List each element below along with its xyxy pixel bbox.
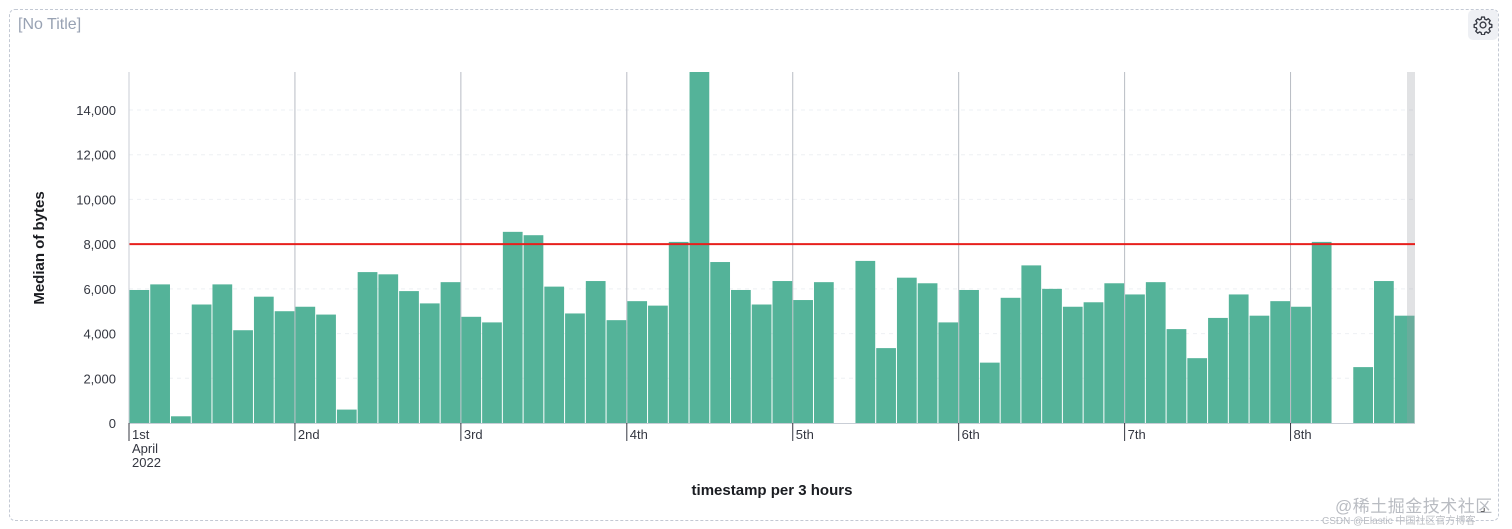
bar[interactable]: [1374, 281, 1394, 423]
x-tick-label: 8th: [1294, 427, 1312, 442]
bar[interactable]: [419, 303, 440, 423]
bar[interactable]: [1083, 302, 1104, 423]
x-tick-sublabel: April: [132, 441, 158, 456]
y-tick-label: 4,000: [83, 327, 116, 342]
bar[interactable]: [523, 235, 544, 423]
bar[interactable]: [482, 322, 502, 423]
x-tick-label: 7th: [1128, 427, 1146, 442]
bar[interactable]: [378, 274, 399, 423]
x-tick-label: 2nd: [298, 427, 320, 442]
bar[interactable]: [1311, 241, 1332, 423]
x-tick-label: 4th: [630, 427, 648, 442]
chart-bars: [129, 72, 1415, 423]
bar[interactable]: [1291, 306, 1311, 423]
bar[interactable]: [813, 282, 834, 423]
bar[interactable]: [316, 314, 336, 423]
x-tick-label: 5th: [796, 427, 814, 442]
y-tick-label: 0: [109, 416, 116, 431]
x-tick-label: 6th: [962, 427, 980, 442]
y-tick-label: 2,000: [83, 371, 116, 386]
bar[interactable]: [1104, 283, 1125, 423]
bar[interactable]: [253, 296, 274, 423]
chart-axes: 0 2,000 4,000 6,000 8,000 10,000 12,000 14,000 1…: [76, 72, 1415, 470]
bar[interactable]: [979, 362, 1000, 423]
resize-corner-icon[interactable]: ⌟: [1480, 500, 1486, 514]
bar[interactable]: [212, 284, 233, 423]
bar[interactable]: [876, 348, 896, 423]
bar[interactable]: [1208, 317, 1228, 423]
bar[interactable]: [150, 284, 170, 423]
bar[interactable]: [357, 272, 378, 423]
x-tick-sublabel: 2022: [132, 455, 161, 470]
bar[interactable]: [1270, 301, 1291, 423]
bar[interactable]: [1042, 288, 1062, 423]
gear-icon: [1473, 16, 1493, 35]
bar[interactable]: [938, 322, 959, 423]
y-tick-label: 14,000: [76, 103, 116, 118]
bar[interactable]: [544, 286, 565, 423]
bar[interactable]: [461, 316, 482, 423]
bar[interactable]: [565, 313, 585, 423]
bar[interactable]: [129, 289, 150, 423]
bar[interactable]: [440, 282, 461, 423]
bar[interactable]: [627, 301, 648, 423]
bar[interactable]: [585, 281, 606, 423]
bar[interactable]: [710, 262, 731, 423]
x-tick-label: 3rd: [464, 427, 483, 442]
bar[interactable]: [917, 283, 938, 423]
bar[interactable]: [1228, 294, 1249, 423]
y-tick-label: 6,000: [83, 282, 116, 297]
bar[interactable]: [1021, 265, 1042, 423]
bar[interactable]: [502, 231, 523, 423]
y-tick-label: 8,000: [83, 237, 116, 252]
bar[interactable]: [1394, 315, 1415, 423]
watermark-main: @稀土掘金技术社区: [1335, 497, 1493, 516]
bar[interactable]: [668, 241, 689, 423]
current-bucket-highlight: [1407, 72, 1415, 423]
bar[interactable]: [399, 291, 419, 423]
x-axis-title: timestamp per 3 hours: [692, 482, 853, 499]
bar[interactable]: [855, 260, 876, 423]
bar[interactable]: [772, 281, 793, 423]
bar[interactable]: [1166, 329, 1187, 423]
x-tick-label: 1st: [132, 427, 150, 442]
bar[interactable]: [731, 289, 751, 423]
bar[interactable]: [295, 306, 316, 423]
bar[interactable]: [191, 304, 212, 423]
bar[interactable]: [793, 300, 813, 423]
panel-settings-button[interactable]: [1468, 10, 1498, 40]
bar[interactable]: [1187, 358, 1208, 423]
watermark-sub: CSDN @Elastic 中国社区官方博客: [1322, 516, 1476, 527]
bar[interactable]: [1125, 294, 1145, 423]
bar[interactable]: [606, 320, 627, 423]
bar[interactable]: [170, 416, 191, 423]
bar[interactable]: [336, 409, 357, 423]
bar[interactable]: [648, 305, 668, 423]
bar[interactable]: [233, 330, 253, 423]
y-tick-label: 12,000: [76, 148, 116, 163]
bar[interactable]: [959, 289, 979, 423]
y-tick-label: 10,000: [76, 192, 116, 207]
bar[interactable]: [1249, 315, 1270, 423]
visualization-panel: [9, 9, 1499, 521]
bar[interactable]: [1000, 297, 1021, 423]
bar[interactable]: [274, 311, 295, 423]
y-axis-title: Median of bytes: [31, 191, 48, 304]
panel-title[interactable]: [No Title]: [18, 16, 82, 33]
bar[interactable]: [689, 72, 710, 423]
bar[interactable]: [1145, 282, 1166, 423]
bar[interactable]: [751, 304, 772, 423]
bar[interactable]: [1062, 306, 1083, 423]
bar[interactable]: [896, 277, 917, 423]
bar[interactable]: [1353, 367, 1374, 423]
